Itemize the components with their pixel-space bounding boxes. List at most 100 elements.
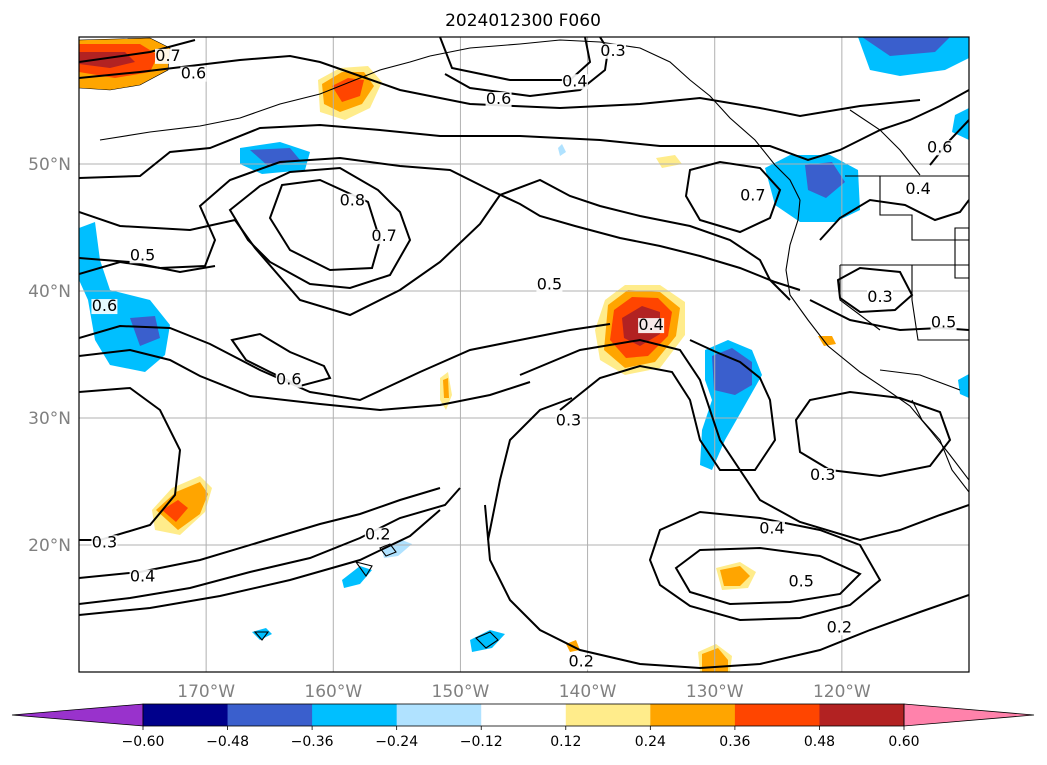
shade-cool-west-core (130, 316, 160, 346)
contour-label: 0.4 (638, 315, 663, 334)
shade-cool-small3 (470, 630, 505, 652)
shade-cool-small1 (342, 566, 372, 588)
contour-labels: 0.70.60.30.40.60.80.70.50.60.50.40.60.30… (91, 41, 957, 671)
contour-0.7-east-loop (684, 160, 782, 234)
shade-cool-small5 (958, 374, 969, 398)
coastlines (99, 39, 969, 649)
coast-westcoast (785, 199, 969, 481)
shade-warm-small2-core (720, 566, 750, 586)
contour-label-bg (555, 413, 582, 429)
colorbar-tick-label: 0.48 (804, 734, 835, 750)
contour-label-bg (129, 569, 156, 585)
contour-label-bg (809, 467, 836, 483)
border-states-4 (839, 265, 881, 331)
colorbar-segment (227, 704, 313, 726)
shade-cool-small4 (252, 628, 272, 640)
map-frame (78, 36, 970, 673)
contour-label-bg (561, 74, 588, 90)
lon-label: 160°W (304, 682, 362, 702)
contour-0.8-loop (268, 178, 382, 272)
contour-label: 0.3 (810, 465, 835, 484)
colorbar: −0.60 −0.48 −0.36 −0.24 −0.12 0.12 0.24 0.36 0.4… (11, 703, 1035, 750)
contour-label-bg (758, 521, 785, 537)
contour-0.6-nw (79, 54, 921, 118)
contour-label: 0.7 (371, 226, 396, 245)
contour-label: 0.2 (365, 525, 390, 544)
contour-label: 0.4 (905, 179, 930, 198)
contour-label: 0.6 (486, 89, 511, 108)
colorbar-tick-label: 0.60 (888, 734, 919, 750)
contour-0.7-loop (228, 166, 412, 290)
contour-0.5-band (79, 156, 801, 291)
contour-0.4-ellipse (648, 510, 882, 622)
contour-label: 0.2 (568, 652, 593, 671)
contour-0.3-south (79, 487, 461, 605)
contour-0.3-inner (559, 339, 777, 471)
contour-label: 0.5 (931, 313, 956, 332)
colorbar-tick-label: −0.24 (375, 734, 418, 750)
colorbar-tick-label: −0.12 (460, 734, 503, 750)
contour-label-bg (129, 248, 156, 264)
lat-label: 30°N (28, 409, 71, 429)
colorbar-tick-label: 0.12 (550, 734, 581, 750)
lon-label: 150°W (432, 682, 490, 702)
contour-0.2-south (79, 509, 441, 616)
contour-label: 0.4 (130, 567, 155, 586)
longitude-labels: 170°W 160°W 150°W 140°W 130°W 120°W (177, 682, 871, 702)
lon-label: 140°W (559, 682, 617, 702)
colorbar-segment (312, 704, 398, 726)
colorbar-frame (142, 703, 905, 727)
contour-label-bg (788, 574, 815, 590)
contour-label: 0.4 (759, 518, 784, 537)
border-nv-box (954, 227, 969, 279)
colorbar-tick-label: −0.60 (122, 734, 165, 750)
border-mexico (879, 369, 961, 391)
colorbar-extend-max (903, 703, 1035, 727)
contour-label: 0.7 (155, 46, 180, 65)
contour-0.3-east-loop (794, 390, 952, 478)
shade-warm-small4 (656, 155, 682, 168)
contour-label-bg (180, 66, 207, 82)
contour-label-bg (364, 527, 391, 543)
contour-label-bg (826, 620, 853, 636)
contour-label-bg (905, 182, 932, 198)
contour-label-bg (926, 140, 953, 156)
contour-0.4-east (819, 198, 969, 241)
contour-label-bg (339, 193, 366, 209)
contour-0.3-ellipse-large (487, 397, 573, 541)
colorbar-segment (565, 704, 651, 726)
contour-label: 0.5 (130, 245, 155, 264)
shade-cool-b-core (712, 348, 752, 395)
colorbar-tick-label: −0.48 (206, 734, 249, 750)
contour-label-bg (930, 315, 957, 331)
chart-title: 2024012300 F060 (445, 11, 601, 31)
latitude-labels: 50°N 40°N 30°N 20°N (28, 155, 71, 556)
border-bc (849, 109, 921, 176)
shade-warm-small1-core (443, 378, 449, 398)
contour-0.7-nw (79, 39, 196, 63)
island-hawaii-1 (379, 543, 397, 557)
coast-baja-gulf (911, 399, 969, 493)
contour-0.5-mid (79, 323, 611, 402)
colorbar-segment (650, 704, 736, 726)
colorbar-tick-label: 0.24 (635, 734, 666, 750)
contour-0.2-big (484, 504, 969, 670)
colorbar-segment (819, 704, 905, 726)
gridlines (79, 37, 969, 672)
contour-0.4-mid (79, 348, 531, 412)
contour-0.5-upper (79, 89, 969, 179)
contour-0.5-left (79, 257, 216, 274)
contour-label-bg (536, 277, 563, 293)
map-background (79, 37, 969, 672)
map-panel: 0.70.60.30.40.60.80.70.50.60.50.40.60.30… (78, 36, 970, 673)
contour-label-bg (485, 92, 512, 108)
contour-label-bg (638, 318, 665, 334)
contour-0.5-ellipse (674, 546, 862, 606)
contour-label: 0.3 (867, 287, 892, 306)
contour-label-bg (91, 535, 118, 551)
island-hawaii-3 (475, 631, 499, 649)
colorbar-segment (143, 704, 229, 726)
colorbar-tick-label: −0.36 (291, 734, 334, 750)
coast-alaska-south (429, 39, 801, 201)
shade-cool-ne-core (862, 37, 950, 56)
